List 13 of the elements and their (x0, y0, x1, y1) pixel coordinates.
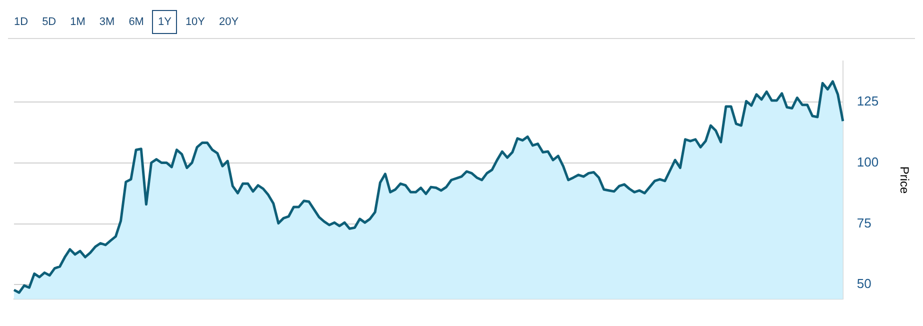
y-tick-label: 125 (856, 94, 879, 109)
text: 1Y (152, 10, 178, 34)
text: 5D (41, 15, 58, 30)
text: 1D (13, 15, 30, 30)
y-tick-label: 75 (856, 215, 872, 230)
text: 10Y (184, 15, 206, 30)
y-tick-label: 50 (856, 276, 872, 292)
y-axis-title: Price (897, 166, 912, 194)
text: 20Y (218, 15, 240, 30)
text: 1M (69, 15, 86, 30)
text: 3M (98, 15, 116, 30)
y-tick-label: 100 (856, 154, 879, 170)
text: 6M (128, 15, 145, 30)
